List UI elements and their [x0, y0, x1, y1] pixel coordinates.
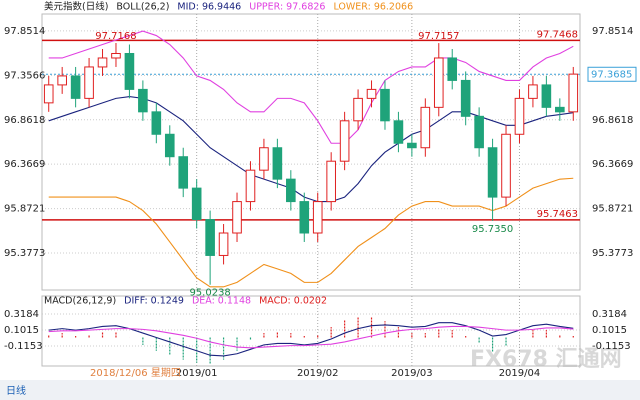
candle-body [138, 88, 148, 113]
legend-item: DIFF: 0.1249 [124, 296, 184, 307]
y-tick-label: 96.3669 [4, 159, 45, 170]
legend-item: DEA: 0.1148 [192, 296, 251, 307]
candle-body [353, 97, 363, 122]
candle-body [528, 84, 538, 99]
candle-body [272, 147, 283, 180]
candle-body [97, 57, 108, 68]
period-tab[interactable]: 日线 [6, 384, 26, 397]
candle-body [487, 147, 498, 198]
candle-body [84, 66, 94, 99]
y-tick-label: 0.3184 [4, 309, 39, 320]
dea-line [48, 325, 574, 349]
candle-body [286, 178, 296, 203]
watermark: FX678 汇通网 [470, 347, 622, 372]
y-tick-label-right: 96.8618 [592, 115, 633, 126]
panel-frame [41, 295, 581, 367]
candle-body [111, 52, 121, 59]
y-tick-label: 97.3566 [4, 70, 45, 81]
boll-upper [48, 30, 574, 144]
x-tick-label: 2019/03 [391, 368, 433, 379]
x-tick-label: 2019/02 [297, 368, 339, 379]
y-tick-label: 95.3773 [4, 248, 45, 259]
legend-item: LOWER: 96.2066 [333, 2, 413, 13]
hline-label: 97.7468 [537, 29, 578, 40]
bottom-bar [0, 380, 640, 400]
candle-body [259, 147, 269, 171]
candle-body [366, 88, 377, 99]
candle-body [70, 75, 81, 99]
x-tick-label: 2019/01 [176, 368, 218, 379]
candle-body [205, 219, 215, 256]
candle-body [43, 84, 54, 104]
candle-body [447, 57, 458, 81]
candle-body [218, 232, 229, 256]
candle-body [164, 133, 175, 158]
candle-body [299, 201, 310, 234]
annotation: 97.7157 [418, 31, 459, 42]
panel-frame [41, 13, 581, 291]
y-tick-label: 0.1015 [4, 325, 39, 336]
candle-body [191, 187, 202, 221]
cursor-label: 2018/12/06 星期四 [90, 367, 181, 379]
boll-lower [48, 177, 574, 288]
y-tick-label-right: 0.3184 [592, 309, 627, 320]
y-tick-label: 96.8618 [4, 115, 45, 126]
annotation: 97.7168 [95, 31, 136, 42]
candle-body [555, 106, 565, 113]
y-tick-label-right: 96.3669 [592, 159, 633, 170]
candle-body [420, 106, 431, 149]
candle-body [460, 79, 471, 117]
hline-label: 95.7463 [537, 209, 578, 220]
legend-item: BOLL(26,2) [116, 2, 169, 13]
price-label: 97.3685 [591, 69, 632, 80]
candle-body [514, 97, 525, 135]
candle-body [124, 52, 135, 90]
x-tick-label: 2019/04 [499, 368, 541, 379]
candle-body [380, 88, 390, 122]
candle-body [541, 84, 552, 108]
y-tick-label-right: 95.8721 [592, 204, 633, 215]
candle-body [407, 142, 417, 149]
candle-body [151, 111, 162, 135]
y-tick-label: -0.1153 [4, 341, 43, 352]
candle-body [312, 201, 323, 234]
candle-body [393, 120, 404, 144]
candle-body [501, 133, 511, 198]
y-tick-label-right: -0.1153 [592, 341, 631, 352]
y-tick-label: 95.8721 [4, 204, 45, 215]
candle-body [178, 156, 189, 189]
y-tick-label-right: 0.1015 [592, 325, 627, 336]
candle-body [568, 73, 579, 113]
candle-body [232, 201, 242, 234]
candle-body [339, 120, 350, 162]
y-tick-label-right: 97.8514 [592, 26, 633, 37]
candle-body [326, 160, 336, 203]
boll-mid [48, 96, 574, 203]
legend-item: MACD(26,12,9) [44, 296, 116, 307]
candle-body [474, 115, 484, 149]
legend-item: MID: 96.9446 [177, 2, 241, 13]
annotation: 95.0238 [189, 288, 230, 299]
candle-body [245, 169, 256, 203]
y-tick-label: 97.8514 [4, 26, 45, 37]
diff-line [48, 322, 574, 357]
candle-body [57, 75, 67, 86]
price-box [587, 66, 637, 82]
candle-body [433, 57, 444, 108]
legend-item: UPPER: 97.6826 [249, 2, 325, 13]
legend-item: 美元指数(日线) [44, 1, 108, 13]
y-tick-label-right: 95.3773 [592, 248, 633, 259]
legend-item: MACD: 0.0202 [259, 296, 327, 307]
annotation: 95.7350 [472, 224, 513, 235]
